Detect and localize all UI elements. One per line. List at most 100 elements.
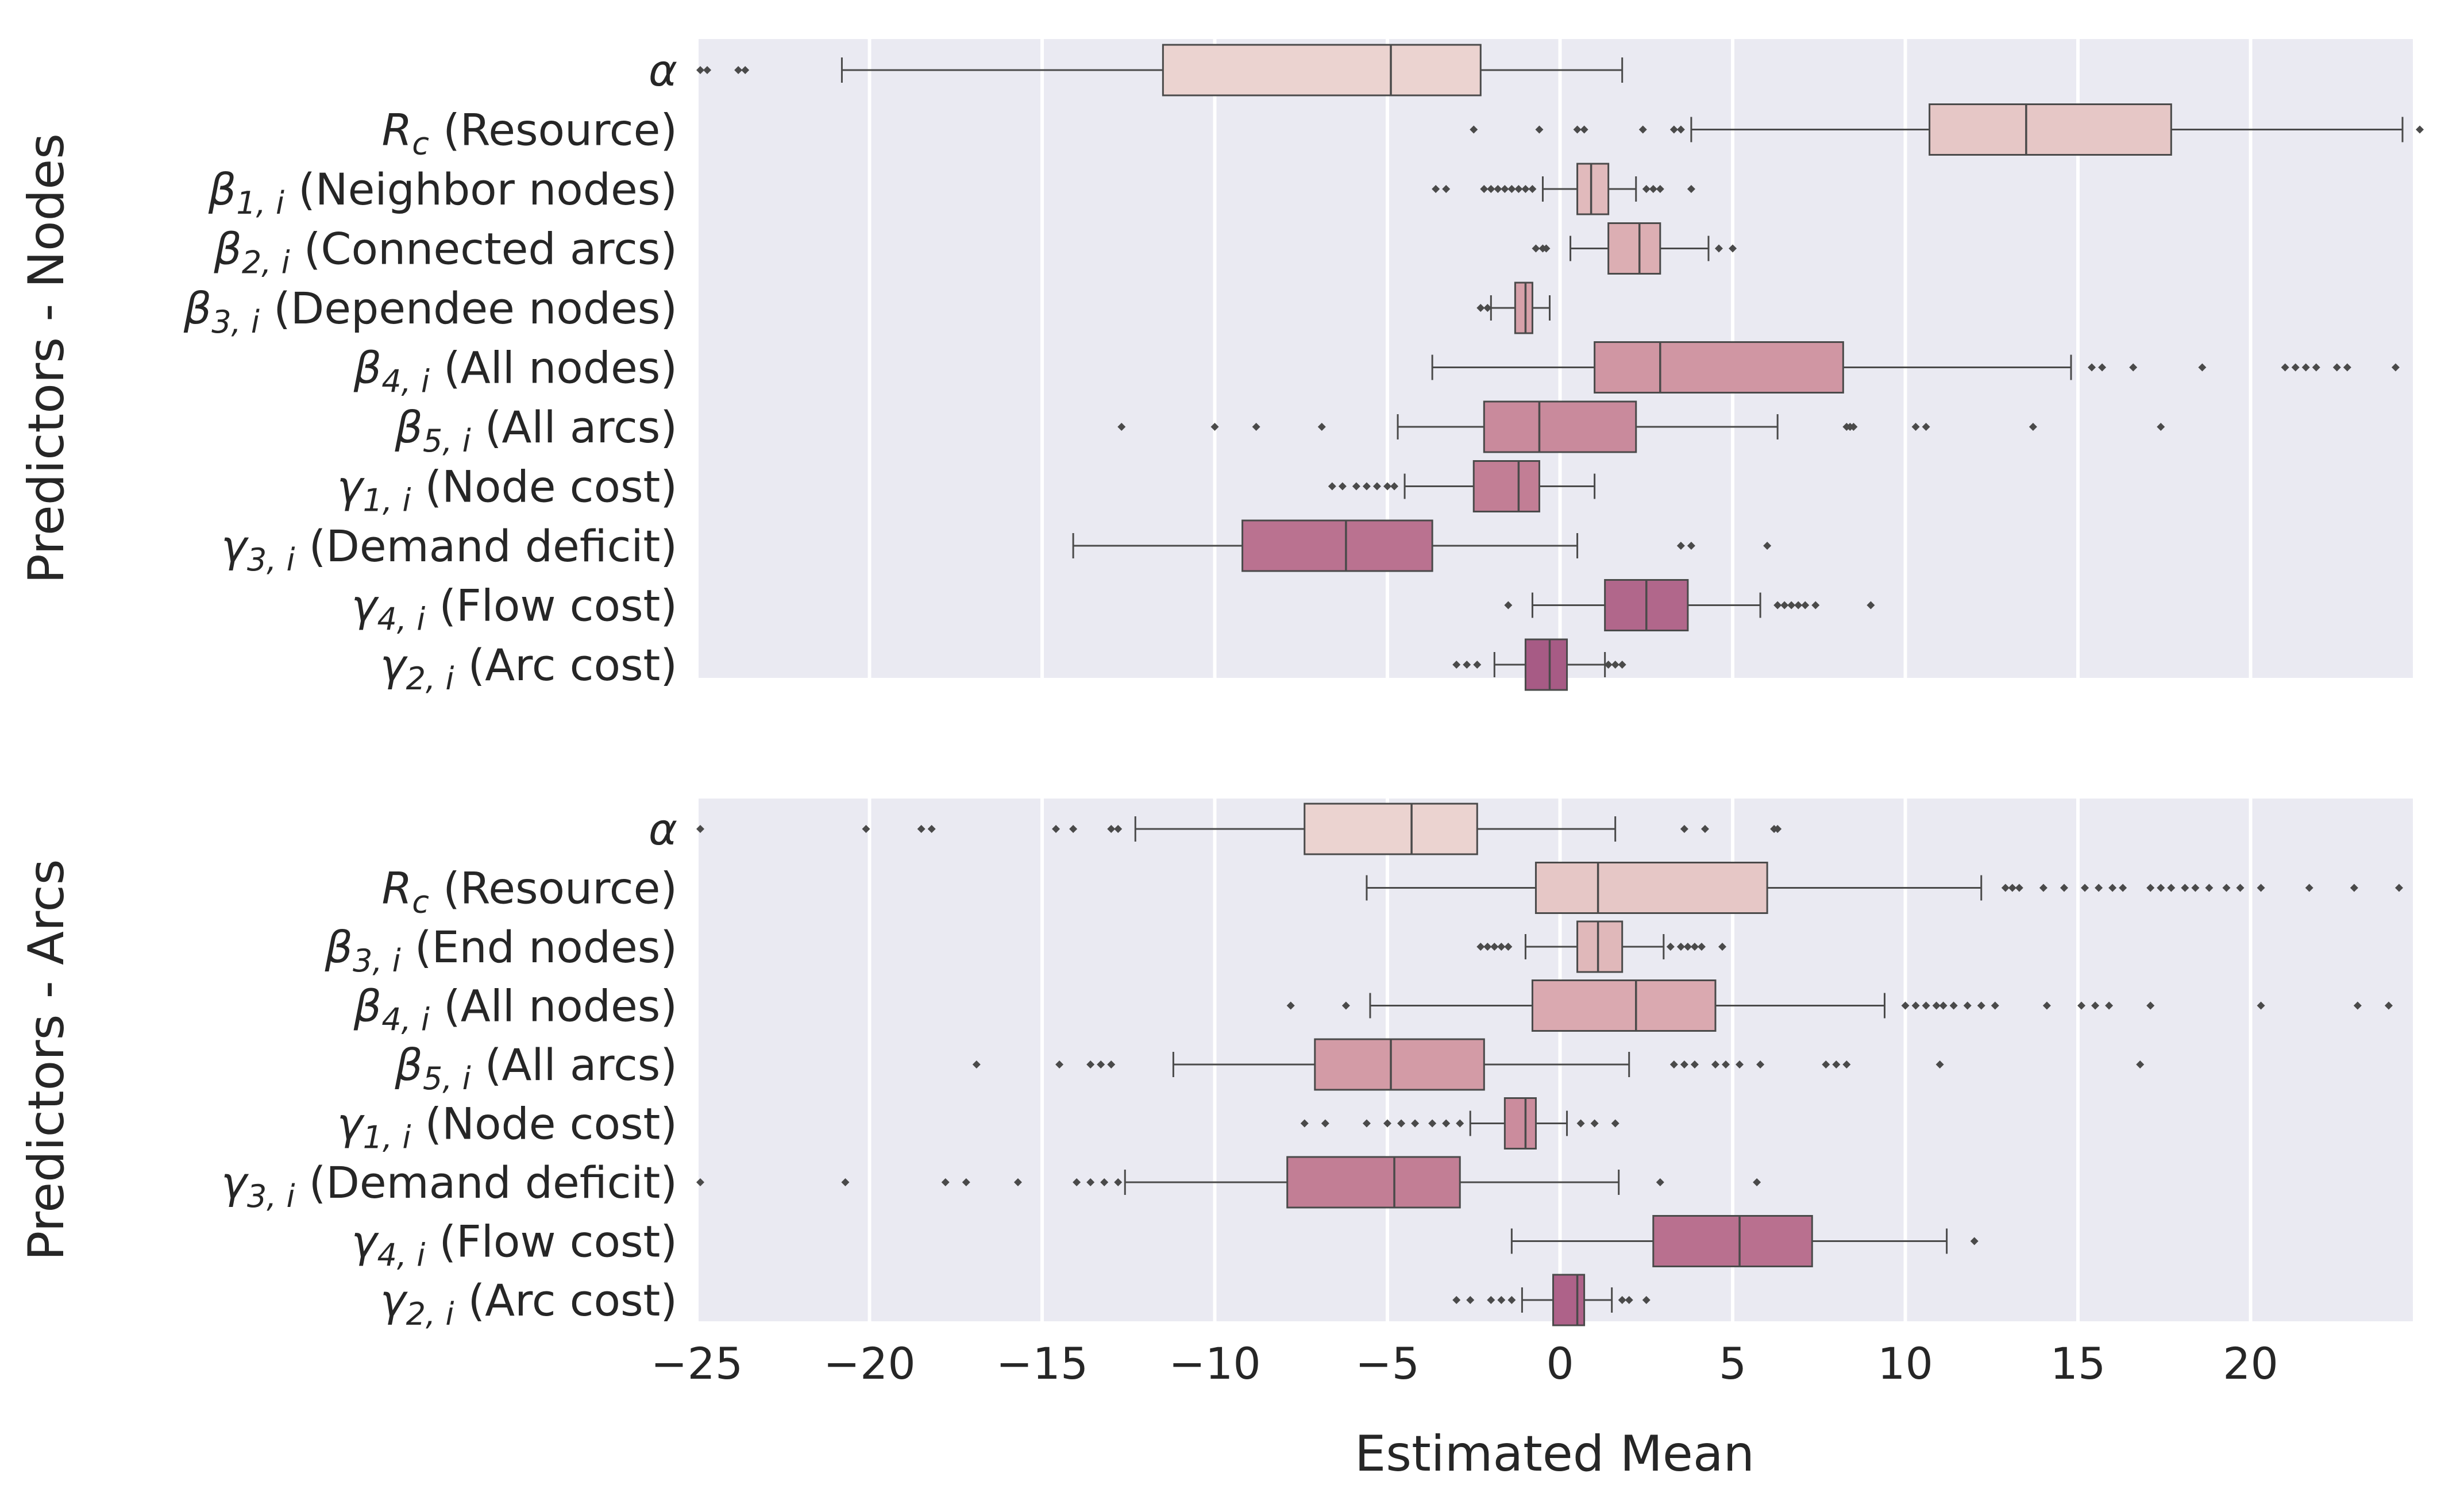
outlier-0 (1676, 542, 1685, 550)
category-label-nodes-5: β4, i (All nodes) (353, 342, 677, 400)
outlier-0 (1300, 1119, 1309, 1128)
outlier-6 (1390, 482, 1399, 491)
outlier-6 (1107, 825, 1116, 833)
box-nodes-9 (1504, 579, 1875, 631)
outlier-4 (1611, 661, 1619, 669)
outlier-13 (2091, 1001, 2100, 1010)
outlier-9 (1700, 825, 1709, 833)
outlier-8 (1680, 825, 1688, 833)
outlier-1 (841, 1178, 850, 1186)
outlier-11 (1649, 185, 1657, 193)
outlier-5 (1618, 661, 1626, 669)
outlier-18 (2384, 1001, 2393, 1010)
outlier-11 (1773, 825, 1782, 833)
iqr-box (1304, 803, 1478, 855)
outlier-7 (1100, 1178, 1109, 1186)
x-tick-label-0: −25 (651, 1338, 743, 1389)
outlier-1 (703, 66, 712, 74)
outlier-7 (2416, 125, 2424, 134)
iqr-box (1472, 460, 1540, 512)
outlier-4 (1504, 943, 1513, 951)
y-axis-title-arcs: Predictors - Arcs (18, 859, 75, 1260)
iqr-box (1483, 400, 1637, 453)
x-tick-label-5: 0 (1546, 1338, 1574, 1389)
outlier-7 (2108, 884, 2117, 892)
category-label-arcs-7: γ4, i (Flow cost) (352, 1216, 677, 1274)
outlier-6 (1939, 1001, 1948, 1010)
outlier-5 (1069, 825, 1078, 833)
outlier-3 (1362, 482, 1371, 491)
outlier-2 (1487, 1296, 1495, 1304)
outlier-9 (1697, 943, 1706, 951)
outlier-3 (1317, 423, 1326, 431)
iqr-box (1534, 862, 1768, 914)
outlier-3 (1497, 943, 1506, 951)
box-nodes-0 (696, 44, 1624, 97)
outlier-20 (2394, 884, 2403, 892)
outlier-13 (2191, 884, 2200, 892)
outlier-14 (2205, 884, 2214, 892)
outlier-2 (1490, 943, 1499, 951)
iqr-box (1524, 638, 1568, 691)
outlier-7 (1867, 601, 1875, 610)
outlier-10 (2157, 884, 2165, 892)
iqr-box (1314, 1038, 1485, 1091)
outlier-8 (1711, 1060, 1719, 1069)
outlier-4 (1397, 1119, 1406, 1128)
category-label-arcs-3: β4, i (All nodes) (353, 981, 677, 1038)
outlier-2 (1573, 125, 1582, 134)
iqr-box (1514, 281, 1533, 334)
panel-arcs: α Rc (Resource)β3, i (End nodes)β4, i (Al… (18, 799, 2413, 1389)
x-tick-label-1: −20 (823, 1338, 915, 1389)
outlier-9 (1576, 1119, 1585, 1128)
outlier-0 (1476, 304, 1485, 312)
iqr-box (1162, 44, 1482, 97)
outlier-0 (1452, 1296, 1461, 1304)
outlier-12 (2077, 1001, 2086, 1010)
outlier-2 (1480, 185, 1489, 193)
outlier-4 (1372, 482, 1381, 491)
box-arcs-5 (1300, 1097, 1619, 1150)
outlier-2 (1352, 482, 1360, 491)
x-tick-label-2: −15 (996, 1338, 1088, 1389)
category-label-nodes-3: β2, i (Connected arcs) (213, 223, 677, 281)
outlier-2 (917, 825, 926, 833)
outlier-10 (1642, 185, 1651, 193)
outlier-6 (1849, 423, 1858, 431)
outlier-9 (2343, 363, 2351, 372)
x-tick-label-3: −10 (1169, 1338, 1260, 1389)
outlier-2 (1252, 423, 1260, 431)
category-label-arcs-4: β5, i (All arcs) (394, 1039, 677, 1097)
outlier-4 (1507, 1296, 1516, 1304)
outlier-3 (1714, 244, 1723, 253)
outlier-1 (1338, 482, 1347, 491)
outlier-8 (1456, 1119, 1464, 1128)
outlier-1 (1466, 1296, 1475, 1304)
box-arcs-7 (1510, 1215, 1979, 1267)
outlier-9 (2146, 884, 2155, 892)
outlier-14 (2105, 1001, 2114, 1010)
box-arcs-0 (696, 803, 1782, 855)
category-label-arcs-5: γ1, i (Node cost) (337, 1098, 677, 1156)
outlier-4 (1013, 1178, 1022, 1186)
outlier-0 (2088, 363, 2096, 372)
outlier-9 (1977, 1001, 1985, 1010)
outlier-3 (1383, 1119, 1392, 1128)
outlier-0 (1532, 244, 1540, 253)
outlier-11 (1756, 1060, 1765, 1069)
outlier-3 (2039, 884, 2047, 892)
outlier-12 (1656, 185, 1664, 193)
box-arcs-8 (1452, 1274, 1651, 1326)
outlier-8 (1963, 1001, 1972, 1010)
outlier-0 (1286, 1001, 1295, 1010)
outlier-15 (2146, 1001, 2155, 1010)
outlier-10 (2391, 363, 2400, 372)
category-label-nodes-10: γ2, i (Arc cost) (380, 639, 677, 697)
outlier-1 (2098, 363, 2107, 372)
outlier-1 (1773, 601, 1782, 610)
outlier-1 (1442, 185, 1451, 193)
iqr-box (1652, 1215, 1813, 1267)
outlier-5 (1073, 1178, 1081, 1186)
outlier-2 (1780, 601, 1789, 610)
outlier-6 (2095, 884, 2103, 892)
